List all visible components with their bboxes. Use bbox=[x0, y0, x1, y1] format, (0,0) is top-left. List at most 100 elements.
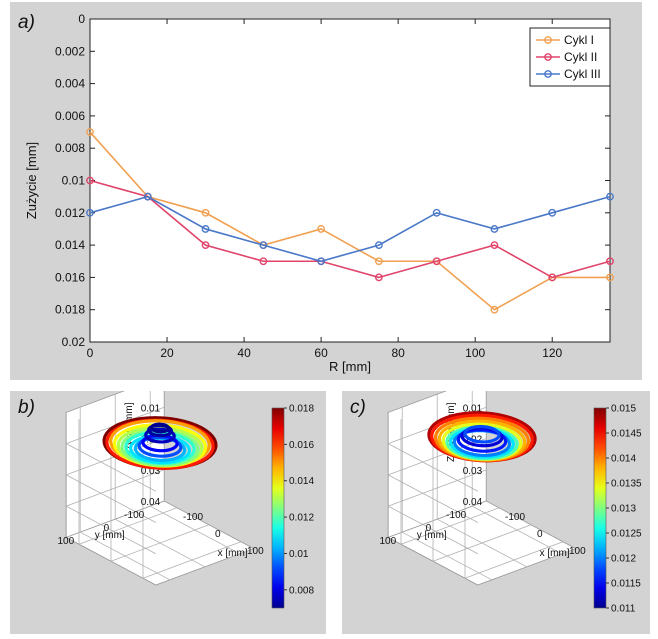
y-tick-label: -100 bbox=[446, 510, 466, 521]
data-point bbox=[259, 241, 268, 250]
y-tick-label: 100 bbox=[58, 536, 75, 547]
plot-area bbox=[89, 18, 611, 343]
colorbar-tick-label: 0.016 bbox=[289, 440, 314, 451]
grid-line bbox=[66, 505, 156, 555]
grid-line bbox=[464, 541, 564, 579]
y-tick-label: 0 bbox=[104, 523, 110, 534]
legend-marker bbox=[544, 53, 552, 61]
y-tick-label: -100 bbox=[124, 510, 144, 521]
colorbar bbox=[271, 407, 285, 609]
colorbar-tick-label: 0.0145 bbox=[611, 429, 642, 440]
surface-ring bbox=[120, 429, 200, 467]
y-tick-label: 0.004 bbox=[55, 77, 85, 91]
x-axis-label: x [mm] bbox=[540, 548, 570, 559]
x-tick-label: 20 bbox=[160, 346, 174, 360]
data-point bbox=[606, 192, 614, 201]
grid-line bbox=[66, 469, 165, 507]
panel-label-a: a) bbox=[18, 12, 35, 33]
data-point bbox=[201, 208, 210, 217]
data-point bbox=[606, 273, 614, 282]
z-tick-label: 0.03 bbox=[141, 466, 161, 477]
surface-ring bbox=[149, 422, 171, 434]
data-point bbox=[548, 273, 557, 282]
panel-label-c: c) bbox=[350, 397, 366, 418]
data-point bbox=[432, 208, 441, 217]
surface-ring bbox=[449, 427, 515, 459]
y-tick-label: 0 bbox=[78, 12, 85, 26]
y-axis-label: y [mm] bbox=[417, 530, 447, 541]
line-chart: 0 0.002 0.004 0.006 0.008 0.01 0.012 0.014 0.016… bbox=[24, 12, 614, 374]
grid-line bbox=[80, 531, 170, 581]
grid-line bbox=[388, 443, 478, 492]
colorbar-tick-label: 0.013 bbox=[611, 504, 636, 515]
z-tick-label: 0.04 bbox=[141, 497, 161, 508]
y-tick-label: 0 bbox=[426, 523, 432, 534]
x-tick-label: 0 bbox=[215, 529, 221, 540]
x-axis-label: x [mm] bbox=[218, 548, 248, 559]
panel-label-b: b) bbox=[18, 397, 35, 418]
x-tick-label: 100 bbox=[247, 546, 264, 557]
data-point bbox=[490, 225, 499, 233]
grid-line bbox=[66, 474, 156, 523]
data-point bbox=[86, 176, 94, 185]
x-tick-label: 100 bbox=[569, 546, 586, 557]
grid-line bbox=[115, 518, 205, 568]
y-tick-label: 0.014 bbox=[55, 238, 85, 252]
colorbar-tick-label: 0.018 bbox=[289, 404, 314, 415]
data-point bbox=[432, 257, 441, 266]
data-point bbox=[490, 241, 499, 250]
x-tick-label: 60 bbox=[314, 346, 328, 360]
legend-marker bbox=[544, 36, 552, 44]
chart-panel-a: a) 0 0.002 0.004 0.006 0.008 0.01 0.012 0.014 0.… bbox=[10, 2, 642, 380]
z-tick-label: 0.03 bbox=[463, 466, 483, 477]
data-point bbox=[317, 257, 326, 266]
y-tick-label: 100 bbox=[380, 536, 397, 547]
data-point bbox=[490, 305, 499, 314]
data-point bbox=[374, 241, 383, 250]
x-tick-label: 120 bbox=[542, 346, 562, 360]
data-point bbox=[548, 208, 557, 217]
series-line-1 bbox=[89, 131, 610, 311]
y-tick-label: 0.018 bbox=[55, 303, 85, 317]
x-axis-label: R [mm] bbox=[329, 359, 371, 374]
y-tick-label: 0.01 bbox=[62, 174, 86, 188]
z-tick-label: 0.04 bbox=[463, 497, 483, 508]
x-tick-label: 0 bbox=[87, 346, 94, 360]
grid-line bbox=[437, 518, 527, 568]
y-tick-label: 0.008 bbox=[55, 141, 85, 155]
y-tick-label: 0.012 bbox=[55, 206, 85, 220]
data-point bbox=[317, 225, 326, 233]
x-tick-label: 80 bbox=[391, 346, 405, 360]
data-point bbox=[374, 257, 383, 266]
colorbar-tick-label: 0.015 bbox=[611, 404, 636, 415]
x-tick-label: 100 bbox=[465, 346, 485, 360]
data-point bbox=[606, 257, 614, 266]
colorbar bbox=[593, 407, 607, 609]
legend-label: Cykl II bbox=[564, 50, 597, 64]
x-tick-label: -100 bbox=[505, 512, 525, 523]
colorbar-tick-label: 0.012 bbox=[289, 513, 314, 524]
colorbar-tick-label: 0.014 bbox=[289, 476, 314, 487]
colorbar-tick-label: 0.014 bbox=[611, 454, 636, 465]
colorbar-tick-label: 0.0125 bbox=[611, 529, 642, 540]
x-tick-label: 40 bbox=[237, 346, 251, 360]
colorbar-tick-label: 0.012 bbox=[611, 554, 636, 565]
z-tick-label: 0.01 bbox=[141, 403, 161, 414]
grid-line bbox=[388, 474, 478, 523]
series-line-3 bbox=[89, 195, 611, 263]
data-point bbox=[143, 192, 152, 201]
colorbar-tick-label: 0.0115 bbox=[611, 579, 641, 590]
data-point bbox=[201, 225, 210, 233]
x-tick-label: -100 bbox=[183, 512, 203, 523]
surface-ring bbox=[463, 424, 501, 444]
surface-ring bbox=[129, 434, 191, 465]
colorbar-tick-label: 0.0135 bbox=[611, 479, 642, 490]
series-line-2 bbox=[89, 179, 611, 279]
y-tick-label: 0.02 bbox=[62, 335, 86, 349]
grid-line bbox=[388, 505, 478, 555]
x-tick-label: 0 bbox=[537, 529, 543, 540]
legend-label: Cykl III bbox=[564, 67, 601, 81]
